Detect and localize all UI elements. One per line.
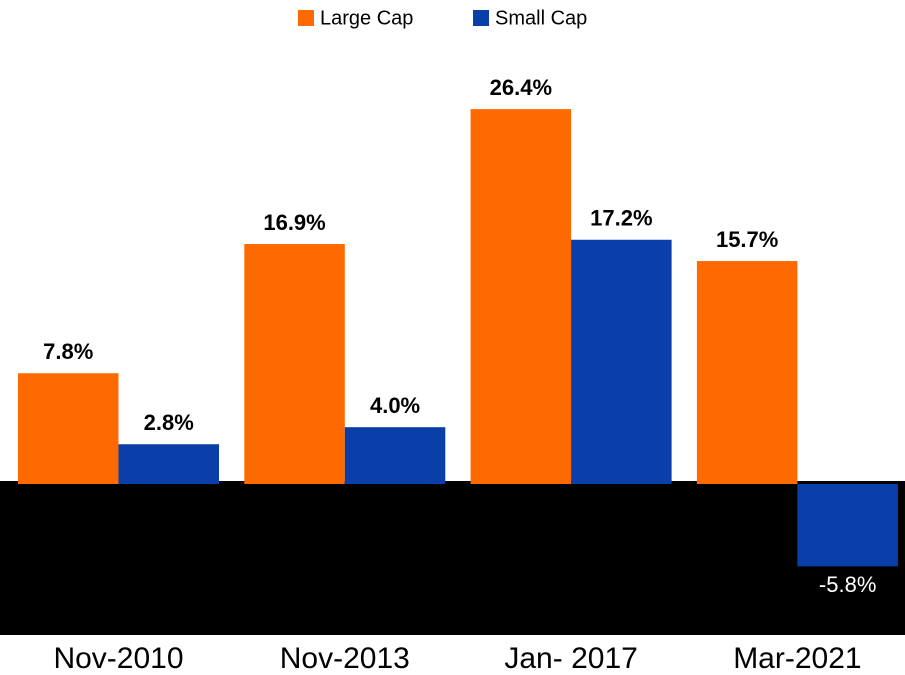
bar xyxy=(797,484,898,567)
x-tick-label: Mar-2021 xyxy=(733,642,861,675)
bar xyxy=(18,373,119,484)
value-label: 7.8% xyxy=(43,339,93,364)
bar xyxy=(244,244,345,484)
value-label: 2.8% xyxy=(144,410,194,435)
value-label: 17.2% xyxy=(590,206,652,231)
value-label: 26.4% xyxy=(490,75,552,100)
bar xyxy=(470,109,572,485)
legend-swatch xyxy=(298,10,314,26)
legend-label: Small Cap xyxy=(495,7,587,29)
negative-zone xyxy=(0,481,905,635)
value-label: 16.9% xyxy=(263,210,325,235)
x-tick-label: Nov-2013 xyxy=(280,642,410,675)
bar xyxy=(696,261,798,484)
value-label: 4.0% xyxy=(370,393,420,418)
legend-swatch xyxy=(473,10,489,26)
value-label: -5.8% xyxy=(819,572,876,597)
bar xyxy=(344,427,446,484)
x-tick-label: Nov-2010 xyxy=(53,642,183,675)
bar xyxy=(571,239,672,484)
legend-label: Large Cap xyxy=(320,7,413,29)
value-label: 15.7% xyxy=(716,227,778,252)
x-tick-label: Jan- 2017 xyxy=(504,642,637,675)
bar xyxy=(118,444,219,484)
